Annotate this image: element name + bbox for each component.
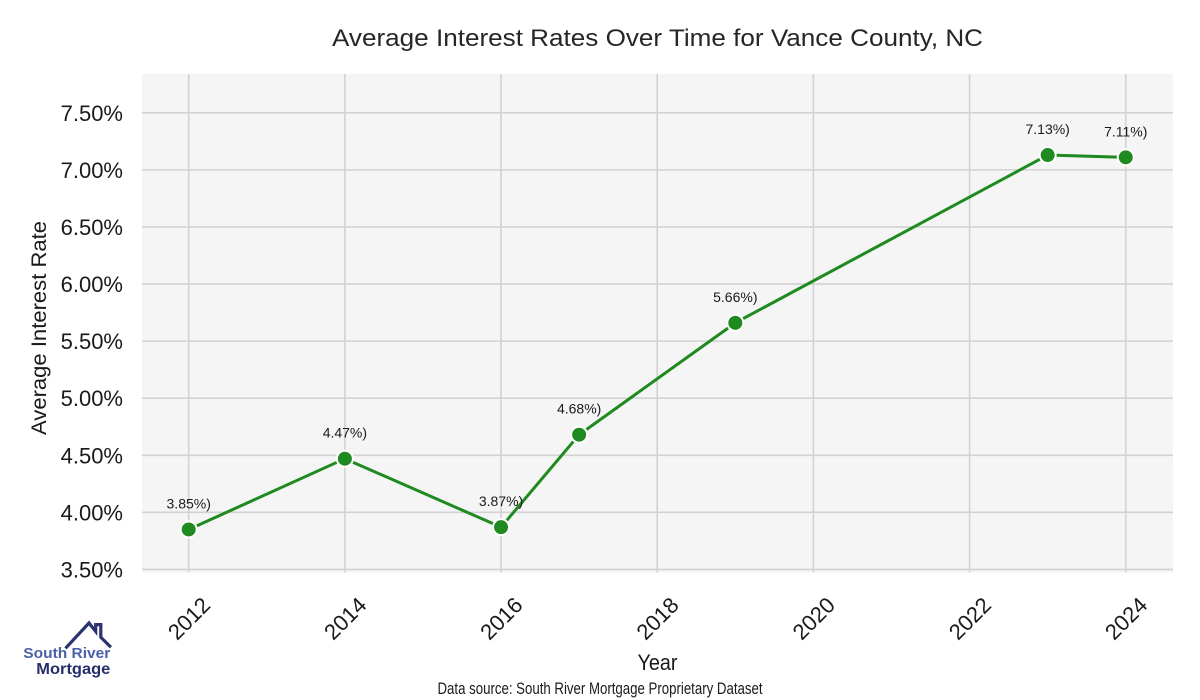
data-point-label: 7.11%): [1104, 123, 1147, 139]
logo-text-south-river: South River: [23, 645, 110, 662]
data-point-marker: [492, 518, 511, 537]
y-tick-label: 4.00%: [61, 500, 123, 525]
data-point-marker: [726, 313, 745, 332]
y-tick-label: 5.50%: [61, 329, 123, 354]
x-tick-label: 2022: [944, 592, 996, 644]
data-point-label: 4.47%): [323, 425, 367, 441]
y-tick-label: 7.00%: [61, 158, 123, 183]
x-tick-label: 2018: [631, 592, 683, 644]
data-point-label: 5.66%): [713, 289, 757, 305]
data-source-note: Data source: South River Mortgage Propri…: [438, 679, 763, 698]
y-tick-label: 7.50%: [61, 101, 123, 126]
x-axis-tick-labels: 2012 2014 2016 2018 2020 2022 2024: [163, 592, 1152, 644]
logo-text-mortgage: Mortgage: [36, 661, 110, 678]
x-tick-label: 2012: [163, 592, 215, 644]
x-tick-label: 2014: [319, 592, 371, 644]
data-point-marker: [179, 520, 198, 539]
y-axis-tick-labels: 3.50% 4.00% 4.50% 5.00% 5.50% 6.00% 6.50% 7.00%…: [61, 101, 123, 583]
data-point-marker: [570, 425, 589, 444]
chart-title: Average Interest Rates Over Time for Van…: [332, 25, 983, 52]
data-point-marker: [1038, 146, 1057, 165]
company-logo: South River Mortgage: [23, 620, 113, 678]
data-point-label: 7.13%): [1025, 121, 1069, 137]
y-tick-label: 4.50%: [61, 443, 123, 468]
gridlines: [142, 74, 1173, 573]
data-point-labels: 3.85%) 4.47%) 3.87%) 4.68%) 5.66%) 7.13%) 7.11…: [167, 121, 1148, 511]
x-tick-label: 2016: [475, 592, 527, 644]
data-point-markers: [179, 146, 1135, 539]
y-tick-label: 6.00%: [61, 272, 123, 297]
data-point-marker: [1116, 148, 1135, 167]
data-point-label: 3.87%): [479, 493, 523, 509]
y-tick-label: 6.50%: [61, 215, 123, 240]
data-point-label: 4.68%): [557, 401, 601, 417]
data-point-marker: [335, 449, 354, 468]
house-roof-icon: [64, 620, 113, 650]
y-axis-label: Average Interest Rate: [28, 221, 51, 435]
data-point-label: 3.85%): [167, 495, 211, 511]
x-axis-label: Year: [638, 650, 678, 675]
y-tick-label: 3.50%: [61, 557, 123, 582]
x-tick-label: 2020: [788, 592, 840, 644]
x-tick-label: 2024: [1100, 592, 1152, 644]
y-tick-label: 5.00%: [61, 386, 123, 411]
